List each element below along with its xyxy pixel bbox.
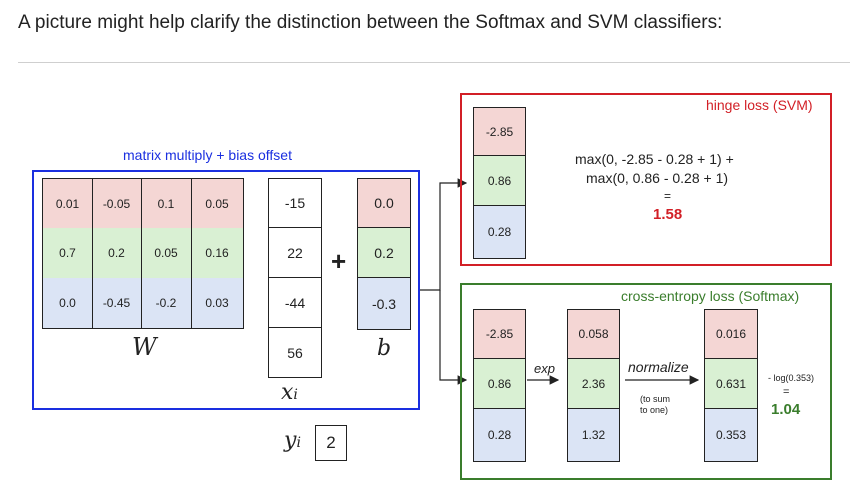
input-cell: -44 <box>269 278 321 328</box>
softmax-score-vector: -2.85 0.86 0.28 <box>473 309 526 462</box>
weight-cell: 0.16 <box>205 246 229 260</box>
exp-cell: 2.36 <box>568 359 619 409</box>
hinge-term-2: max(0, 0.86 - 0.28 + 1) <box>586 170 729 186</box>
score-cell: -2.85 <box>474 108 525 156</box>
true-label-box: 2 <box>315 425 347 461</box>
exp-cell: 0.058 <box>568 310 619 359</box>
weight-cell: 0.7 <box>59 246 76 260</box>
neg-log-term: - log(0.353) <box>768 373 815 383</box>
linear-frame <box>32 170 420 410</box>
probability-cell: 0.631 <box>705 359 757 409</box>
softmax-frame <box>460 283 832 480</box>
input-cell: 22 <box>269 228 321 278</box>
svm-score-vector: -2.85 0.86 0.28 <box>473 107 526 259</box>
weight-cell: 0.03 <box>205 296 229 310</box>
svm-equals: = <box>664 189 672 203</box>
score-cell: 0.86 <box>474 156 525 206</box>
input-vector: -15 22 -44 56 <box>268 178 322 378</box>
weight-row-1 <box>43 228 243 278</box>
weight-cell: -0.45 <box>102 296 131 310</box>
weight-cell: -0.2 <box>155 296 177 310</box>
svm-loss-value: 1.58 <box>653 206 683 223</box>
weight-label: W <box>132 333 157 361</box>
linear-title: matrix multiply + bias offset <box>123 147 292 163</box>
bias-cell: -0.3 <box>358 278 410 329</box>
softmax-title: cross-entropy loss (Softmax) <box>621 288 800 304</box>
bias-cell: 0.2 <box>358 228 410 278</box>
normalize-note: (to sum <box>640 394 671 404</box>
input-cell: 56 <box>287 344 303 361</box>
weight-cell: 0.1 <box>157 196 175 211</box>
input-cell: -15 <box>269 179 321 228</box>
caption: A picture might help clarify the distinc… <box>18 12 723 33</box>
input-label: xi <box>281 380 298 405</box>
hinge-term-1: max(0, -2.85 - 0.28 + 1) + <box>575 151 734 167</box>
plus-sign: + <box>331 246 347 276</box>
svm-frame <box>460 93 832 266</box>
weight-cell: 0.0 <box>59 296 76 310</box>
exp-vector: 0.058 2.36 1.32 <box>567 309 620 462</box>
label-symbol: yi <box>284 428 301 453</box>
probability-vector: 0.016 0.631 0.353 <box>704 309 758 462</box>
weight-cell: 0.2 <box>108 246 125 260</box>
softmax-loss-value: 1.04 <box>771 401 801 418</box>
score-cell: 0.28 <box>474 409 525 461</box>
softmax-equals: = <box>783 386 790 398</box>
weight-cell: 0.05 <box>154 246 178 260</box>
weight-row-2 <box>43 278 243 328</box>
normalize-note: to one) <box>640 405 669 415</box>
bias-vector: 0.0 0.2 -0.3 <box>357 178 411 330</box>
score-cell: 0.86 <box>474 359 525 409</box>
probability-cell: 0.353 <box>705 409 757 461</box>
bias-label: b <box>377 336 392 361</box>
probability-cell: 0.016 <box>705 310 757 359</box>
weight-cell: -0.05 <box>102 196 131 211</box>
score-cell: -2.85 <box>474 310 525 359</box>
divider <box>18 62 850 63</box>
score-cell: 0.28 <box>474 206 525 258</box>
exp-cell: 1.32 <box>568 409 619 461</box>
weight-row-0 <box>43 179 243 228</box>
exp-label: exp <box>534 361 555 376</box>
svm-title: hinge loss (SVM) <box>706 97 813 113</box>
weight-cell: 0.01 <box>55 196 80 211</box>
normalize-label: normalize <box>628 359 689 375</box>
bias-cell: 0.0 <box>358 179 410 228</box>
weight-matrix: 0.01 -0.05 0.1 0.05 0.7 0.2 0.05 0.16 0.… <box>42 178 244 329</box>
weight-cell: 0.05 <box>205 196 229 211</box>
